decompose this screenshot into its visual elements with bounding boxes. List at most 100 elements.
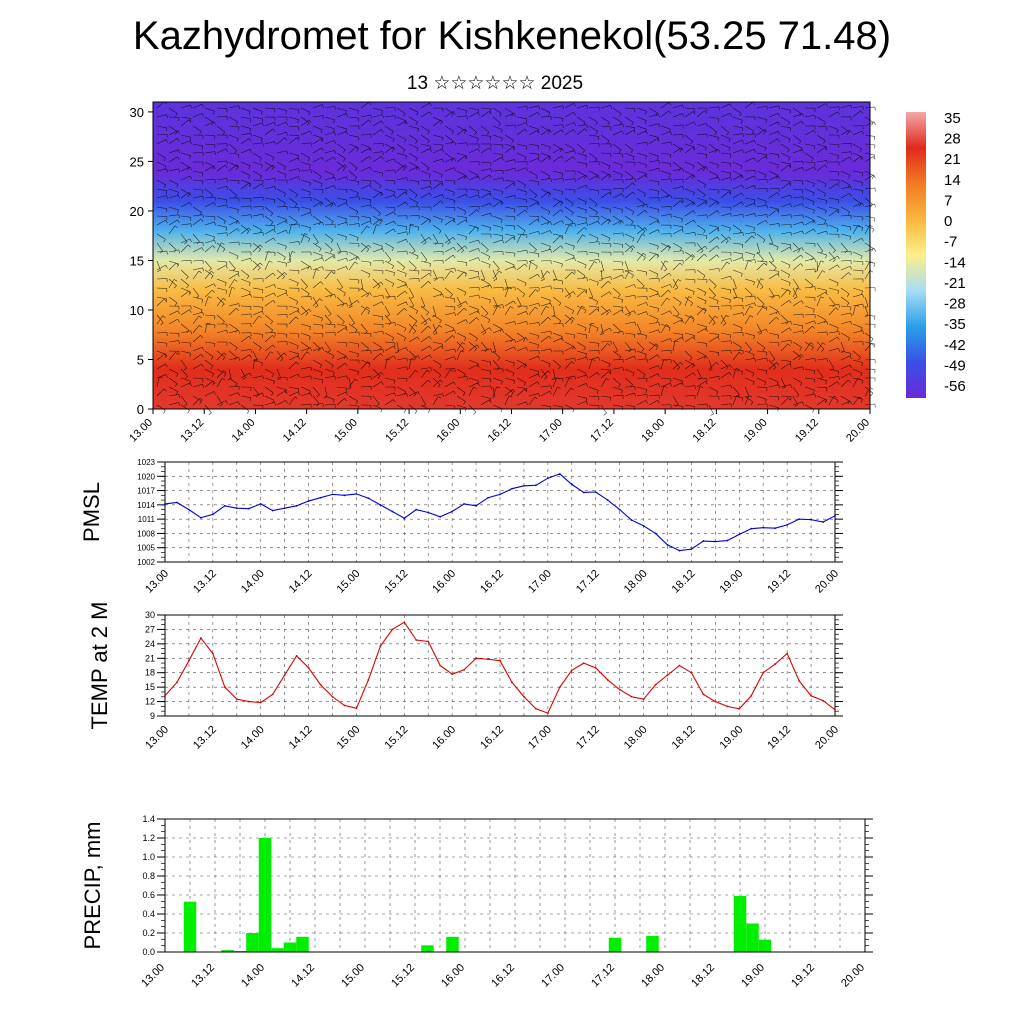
wind-barb: [636, 311, 647, 316]
wind-barb: [156, 161, 167, 167]
wind-barb: [744, 133, 755, 136]
wind-barb: [564, 305, 574, 312]
wind-barb: [828, 143, 840, 145]
wind-barb: [540, 404, 551, 407]
wind-barb: [828, 251, 836, 260]
wind-barb-flag: [776, 209, 780, 213]
wind-barb: [312, 251, 323, 256]
wind-barb: [348, 377, 352, 388]
wind-barb: [684, 188, 695, 193]
wind-barb: [696, 143, 707, 148]
wind-barb-flag: [536, 201, 539, 205]
wind-barb-flag: [178, 394, 180, 398]
wind-barb-flag: [861, 172, 864, 177]
wind-barb: [696, 269, 706, 277]
wind-barb-flag: [416, 202, 419, 206]
wind-barb-flag: [417, 166, 420, 170]
data-point: [774, 663, 777, 665]
x-tick-label: 20.00: [813, 724, 841, 752]
wind-barb: [180, 119, 190, 127]
wind-barb: [588, 356, 599, 361]
y-tick-label: 1.0: [142, 852, 155, 862]
wind-barb: [564, 341, 575, 347]
wind-barb-flag: [837, 371, 840, 375]
wind-barb-flag: [257, 267, 261, 271]
wind-barb-flag: [666, 297, 670, 301]
wind-barb: [540, 359, 551, 365]
wind-barb: [576, 234, 583, 244]
wind-barb-flag: [202, 384, 204, 388]
wind-barb-flag: [283, 352, 287, 356]
wind-barb: [228, 105, 239, 109]
wind-barb-flag: [584, 290, 588, 294]
wind-barb: [768, 260, 777, 269]
wind-barb-flag: [849, 266, 852, 270]
wind-barb: [372, 248, 383, 253]
wind-barb: [504, 286, 515, 289]
wind-barb-flag: [368, 119, 372, 123]
wind-barb-flag: [594, 203, 598, 207]
wind-barb: [660, 152, 671, 155]
data-point: [355, 707, 358, 710]
wind-barb-flag: [870, 338, 874, 342]
wind-barb: [156, 374, 167, 379]
wind-barb: [816, 116, 826, 123]
wind-barb-flag: [460, 350, 465, 353]
wind-barb: [384, 355, 395, 361]
wind-barb: [816, 377, 827, 381]
wind-barb-flag: [753, 254, 755, 259]
y-tick-label: 24: [145, 639, 155, 649]
wind-barb-flag: [790, 181, 792, 186]
wind-barb-flag: [489, 362, 492, 366]
wind-barb-flag: [404, 290, 408, 294]
wind-barb-flag: [741, 184, 744, 189]
wind-barb: [816, 160, 827, 163]
wind-barb-flag: [544, 376, 548, 380]
wind-barb-flag: [571, 212, 574, 216]
wind-barb-flag: [646, 394, 648, 398]
wind-barb: [576, 332, 587, 336]
wind-barb: [372, 191, 382, 199]
wind-barb: [420, 325, 429, 334]
wind-barb: [408, 152, 418, 159]
wind-barb-flag: [211, 373, 215, 377]
wind-barb: [252, 244, 261, 253]
data-point: [786, 652, 789, 655]
wind-barb: [360, 287, 369, 295]
wind-barb-flag: [333, 128, 335, 133]
wind-barb: [228, 241, 239, 244]
wind-barb-flag: [514, 339, 516, 343]
wind-barb: [744, 185, 755, 190]
wind-barb: [696, 133, 707, 136]
wind-barb-flag: [570, 320, 574, 324]
x-tick-label: 16.00: [430, 724, 458, 752]
wind-barb: [552, 337, 563, 343]
wind-barb-flag: [296, 137, 300, 141]
wind-barb-flag: [404, 308, 407, 312]
wind-barb: [372, 353, 381, 361]
wind-barb-flag: [657, 137, 659, 141]
wind-barb-flag: [538, 393, 540, 397]
wind-barb-flag: [741, 201, 744, 206]
wind-barb-flag: [762, 347, 766, 352]
wind-barb: [828, 348, 839, 352]
wind-barb: [288, 355, 299, 361]
wind-barb-flag: [656, 291, 659, 296]
wind-barb-flag: [568, 377, 573, 380]
wind-barb: [552, 278, 563, 282]
wind-barb: [348, 161, 358, 169]
data-point: [164, 694, 166, 697]
wind-barb-flag: [351, 322, 355, 326]
wind-barb-flag: [574, 122, 576, 126]
wind-barb-flag: [621, 309, 624, 313]
wind-barb: [456, 175, 467, 181]
wind-barb-flag: [716, 245, 720, 249]
wind-barb-flag: [453, 219, 456, 223]
wind-barb: [204, 391, 215, 397]
wind-barb: [648, 123, 659, 127]
wind-barb: [768, 384, 779, 388]
wind-barb-flag: [679, 302, 682, 306]
wind-barb: [852, 224, 863, 228]
wind-barb-flag: [691, 175, 694, 180]
wind-barb-flag: [367, 361, 371, 365]
